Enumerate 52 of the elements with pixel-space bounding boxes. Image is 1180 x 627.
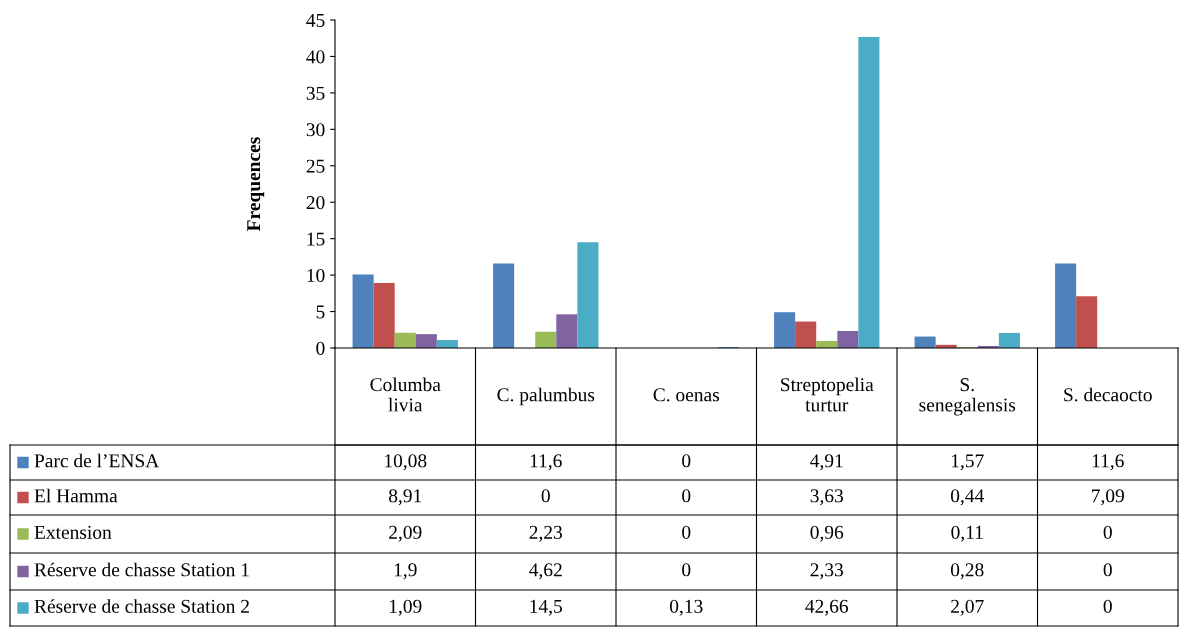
y-tick-label: 45 (306, 13, 325, 27)
data-label: 1,9 (394, 563, 417, 580)
data-label: 7,09 (1092, 489, 1124, 506)
data-label: 1,57 (951, 454, 984, 471)
data-label: 0,96 (810, 525, 844, 542)
data-label: 0,44 (950, 489, 984, 506)
y-tick-label: 15 (307, 232, 325, 246)
y-tick-label: 0 (316, 341, 325, 355)
data-label: 3,63 (810, 489, 843, 506)
y-tick-label: 5 (316, 305, 325, 319)
data-label: 8,91 (388, 489, 422, 506)
data-label: 0 (682, 489, 691, 503)
data-label: 0 (1103, 599, 1112, 613)
x-tick-label: S. senegalensis (919, 378, 1016, 416)
data-label: 11,6 (1092, 454, 1124, 471)
data-label: 2,09 (389, 525, 422, 542)
legend-label: Réserve de chasse Station 1 (34, 562, 249, 577)
data-label: 0 (1103, 525, 1112, 539)
y-tick-label: 25 (306, 159, 325, 173)
x-tick-label: Columba livia (370, 377, 441, 412)
x-tick-label: C. palumbus (497, 387, 595, 406)
x-tick-label: C. oenas (653, 388, 720, 402)
y-tick-label: 10 (307, 268, 325, 283)
legend-label: Extension (34, 525, 112, 539)
y-tick-label: 35 (306, 86, 325, 100)
legend-label: Parc de l’ENSA (34, 453, 160, 468)
data-label: 2,23 (529, 525, 562, 542)
data-label: 0 (1103, 563, 1112, 577)
data-label: 2,07 (951, 599, 984, 616)
data-label: 0 (682, 525, 691, 539)
data-label: 0,11 (951, 525, 983, 542)
x-tick-label: Streptopelia turtur (781, 377, 874, 412)
y-tick-label: 30 (306, 123, 325, 137)
data-label: 11,6 (530, 454, 562, 471)
data-label: 4,62 (529, 563, 562, 580)
legend-label: Réserve de chasse Station 2 (34, 599, 249, 613)
data-label: 1,09 (389, 599, 422, 616)
data-label: 4,91 (810, 454, 843, 471)
y-axis-title: Frequences (247, 137, 265, 232)
legend-label: El Hamma (34, 488, 118, 503)
data-label: 0 (682, 454, 691, 468)
data-label: 0 (541, 489, 550, 503)
data-label: 0,28 (950, 563, 984, 580)
data-label: 14,5 (530, 599, 562, 616)
data-label: 0,13 (669, 599, 703, 616)
y-tick-label: 40 (306, 50, 325, 64)
data-label: 0 (682, 563, 691, 577)
data-label: 42,66 (805, 599, 849, 616)
x-tick-label: S. decaocto (1064, 387, 1152, 402)
data-label: 2,33 (810, 563, 843, 580)
data-label: 10,08 (385, 454, 427, 471)
y-tick-label: 20 (306, 196, 325, 210)
